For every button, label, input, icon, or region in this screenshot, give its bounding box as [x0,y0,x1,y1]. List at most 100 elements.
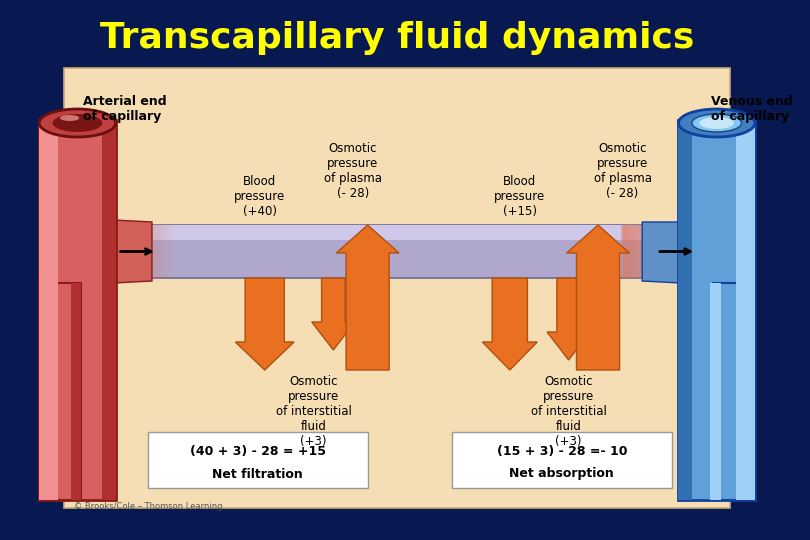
FancyBboxPatch shape [642,225,646,278]
Ellipse shape [679,109,755,137]
FancyBboxPatch shape [160,225,164,278]
FancyBboxPatch shape [129,225,132,278]
FancyBboxPatch shape [629,225,633,278]
FancyBboxPatch shape [126,225,130,278]
Ellipse shape [692,114,741,132]
Polygon shape [483,278,537,370]
FancyBboxPatch shape [132,225,136,278]
FancyBboxPatch shape [676,225,680,278]
Text: Blood
pressure
(+40): Blood pressure (+40) [234,175,285,218]
FancyBboxPatch shape [93,225,701,278]
Text: Net filtration: Net filtration [212,468,303,481]
FancyBboxPatch shape [646,225,650,278]
FancyBboxPatch shape [121,225,125,278]
FancyBboxPatch shape [679,120,755,500]
FancyBboxPatch shape [102,120,116,500]
Ellipse shape [60,115,79,121]
FancyBboxPatch shape [630,225,634,278]
FancyBboxPatch shape [152,225,156,278]
Polygon shape [547,278,590,360]
FancyBboxPatch shape [656,225,660,278]
FancyBboxPatch shape [140,225,144,278]
FancyBboxPatch shape [634,225,638,278]
FancyBboxPatch shape [150,225,154,278]
Polygon shape [235,278,294,370]
FancyBboxPatch shape [148,432,368,488]
Ellipse shape [700,117,734,129]
FancyBboxPatch shape [662,225,666,278]
FancyBboxPatch shape [143,225,146,278]
Text: Transcapillary fluid dynamics: Transcapillary fluid dynamics [100,21,694,55]
FancyBboxPatch shape [620,225,625,278]
FancyBboxPatch shape [162,225,166,278]
FancyBboxPatch shape [658,225,662,278]
FancyBboxPatch shape [125,225,129,278]
Text: (40 + 3) - 28 = +15: (40 + 3) - 28 = +15 [190,446,326,458]
FancyBboxPatch shape [39,120,58,500]
FancyBboxPatch shape [660,225,663,278]
FancyBboxPatch shape [39,283,81,500]
Text: (15 + 3) - 28 =- 10: (15 + 3) - 28 =- 10 [497,446,627,458]
FancyBboxPatch shape [687,225,691,278]
FancyBboxPatch shape [677,225,681,278]
Text: Osmotic
pressure
of interstitial
fluid
(+3): Osmotic pressure of interstitial fluid (… [531,375,607,448]
FancyBboxPatch shape [625,225,629,278]
Text: Osmotic
pressure
of interstitial
fluid
(+3): Osmotic pressure of interstitial fluid (… [275,375,352,448]
Ellipse shape [39,109,116,137]
FancyBboxPatch shape [623,225,626,278]
FancyBboxPatch shape [679,120,693,500]
FancyBboxPatch shape [64,68,731,508]
FancyBboxPatch shape [156,225,160,278]
FancyBboxPatch shape [93,225,97,278]
FancyBboxPatch shape [626,225,630,278]
FancyBboxPatch shape [684,225,687,278]
FancyBboxPatch shape [644,225,648,278]
Text: Venous end
of capillary: Venous end of capillary [711,95,792,123]
Polygon shape [336,225,399,370]
FancyBboxPatch shape [111,225,115,278]
FancyBboxPatch shape [148,225,152,278]
FancyBboxPatch shape [144,225,148,278]
FancyBboxPatch shape [154,225,158,278]
FancyBboxPatch shape [95,225,99,278]
FancyBboxPatch shape [130,225,134,278]
FancyBboxPatch shape [109,225,113,278]
FancyBboxPatch shape [648,225,652,278]
FancyBboxPatch shape [652,225,656,278]
FancyBboxPatch shape [118,225,122,278]
FancyBboxPatch shape [97,225,101,278]
Text: © Brooks/Cole – Thomson Learning: © Brooks/Cole – Thomson Learning [74,502,222,511]
FancyBboxPatch shape [164,225,168,278]
FancyBboxPatch shape [666,225,670,278]
Polygon shape [567,225,629,370]
FancyBboxPatch shape [39,120,116,500]
FancyBboxPatch shape [39,283,49,500]
FancyBboxPatch shape [115,225,118,278]
FancyBboxPatch shape [681,225,685,278]
FancyBboxPatch shape [713,283,755,500]
Text: Blood
pressure
(+15): Blood pressure (+15) [494,175,545,218]
FancyBboxPatch shape [667,225,671,278]
FancyBboxPatch shape [136,225,140,278]
FancyBboxPatch shape [685,225,689,278]
FancyBboxPatch shape [674,225,677,278]
Text: Osmotic
pressure
of plasma
(- 28): Osmotic pressure of plasma (- 28) [594,142,651,200]
FancyBboxPatch shape [134,225,139,278]
Text: Net absorption: Net absorption [509,468,614,481]
FancyBboxPatch shape [670,225,674,278]
FancyBboxPatch shape [710,283,721,500]
FancyBboxPatch shape [146,225,150,278]
FancyBboxPatch shape [122,225,126,278]
FancyBboxPatch shape [640,225,644,278]
FancyBboxPatch shape [103,225,107,278]
Polygon shape [312,278,355,350]
FancyBboxPatch shape [101,225,105,278]
FancyBboxPatch shape [113,225,117,278]
FancyBboxPatch shape [452,432,671,488]
FancyBboxPatch shape [107,225,111,278]
FancyBboxPatch shape [105,225,109,278]
FancyBboxPatch shape [139,225,143,278]
FancyBboxPatch shape [117,225,121,278]
Polygon shape [113,220,152,283]
FancyBboxPatch shape [70,283,81,500]
